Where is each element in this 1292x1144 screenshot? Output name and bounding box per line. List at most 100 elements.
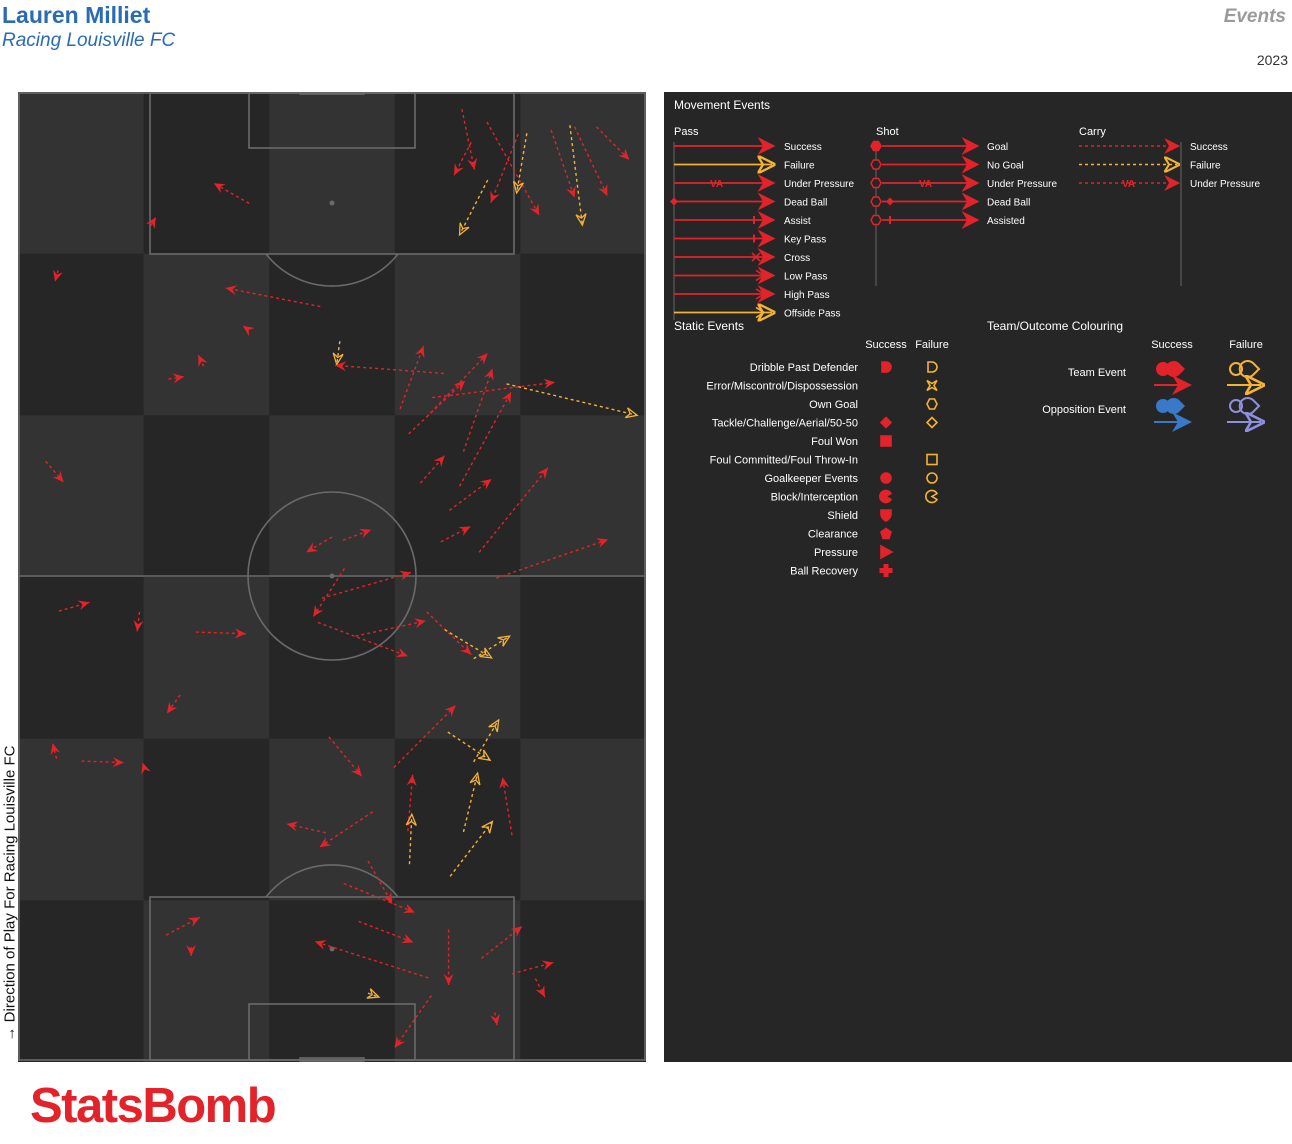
pass-legend-label: Key Pass xyxy=(784,235,826,246)
carry-event-success xyxy=(58,600,90,612)
arrow-head-icon xyxy=(443,974,454,986)
pass-legend-row: Success xyxy=(674,137,822,155)
pass-line xyxy=(408,814,413,865)
arrow-head-icon xyxy=(141,762,151,775)
pass-event-success xyxy=(358,920,414,944)
svg-text:VA: VA xyxy=(919,179,932,190)
pass-legend-label: Failure xyxy=(784,161,815,172)
shot-legend-label: Goal xyxy=(987,142,1008,153)
pass-event-success xyxy=(319,811,374,848)
pitch-zone xyxy=(394,900,521,1062)
arrow-head-icon xyxy=(541,960,554,971)
static-legend-row: Block/Interception xyxy=(771,489,939,504)
pass-line xyxy=(595,126,630,161)
statsbomb-logo: StatsBomb xyxy=(30,1079,277,1133)
pass-event-success xyxy=(419,455,446,484)
hexagon-icon xyxy=(870,177,882,189)
pass-event-success xyxy=(511,960,554,975)
pass-event-success xyxy=(499,777,513,836)
pass-event-failure xyxy=(473,635,511,660)
carry-event-success xyxy=(133,611,144,632)
carry-event-success xyxy=(168,373,185,384)
carry-line xyxy=(213,182,250,205)
hexagon-icon xyxy=(870,159,882,170)
pass-event-success xyxy=(486,121,540,216)
carry-event-success xyxy=(81,757,124,768)
pass-event-success xyxy=(496,538,609,579)
bottom-penalty-arc xyxy=(265,864,399,898)
team-event-label: Team Event xyxy=(1068,367,1126,379)
carry-event-success xyxy=(195,628,246,639)
team-failure-swatch xyxy=(1227,360,1261,385)
hexagon-icon xyxy=(870,214,882,226)
square-icon xyxy=(880,435,892,447)
pitch-chart xyxy=(18,92,646,1062)
pass-event-success xyxy=(355,618,427,637)
arrow-head-icon xyxy=(510,926,523,937)
centre-spot xyxy=(329,573,335,579)
pass-legend-label: Success xyxy=(784,142,822,153)
pass-event-failure xyxy=(506,383,639,419)
pass-legend-row: Low Pass xyxy=(674,266,827,285)
pass-event-failure xyxy=(473,718,500,763)
pass-event-success xyxy=(321,570,412,599)
pass-event-success xyxy=(478,467,549,553)
pass-event-success xyxy=(573,126,609,197)
pass-line xyxy=(432,381,556,399)
pitch-zone xyxy=(394,415,521,578)
hexagon-icon xyxy=(926,398,938,410)
shot-legend-label: Dead Ball xyxy=(987,198,1030,209)
carry-line xyxy=(45,460,65,483)
carry-legend-row: VA Under Pressure xyxy=(1079,175,1260,191)
static-legend-row: Clearance xyxy=(808,527,892,541)
arrow-head-icon xyxy=(479,647,493,659)
pass-line xyxy=(314,940,429,979)
pass-legend-row: Key Pass xyxy=(674,229,826,248)
pitch-zone xyxy=(143,92,270,255)
arrow-head-icon xyxy=(52,470,64,483)
pass-event-success xyxy=(490,1012,501,1026)
pitch-zone xyxy=(143,415,270,578)
legend-rows: Success Failure VA Under Pressure Dead Ball A… xyxy=(670,137,1260,320)
pass-event-failure xyxy=(405,812,417,865)
opposition-event-label: Opposition Event xyxy=(1042,404,1126,416)
arrow-head-icon xyxy=(359,528,372,539)
static-legend-row: Ball Recovery xyxy=(790,564,893,578)
static-legend-row: Pressure xyxy=(814,544,894,560)
arrow-head-icon xyxy=(313,604,324,617)
arrow-head-icon xyxy=(476,353,488,365)
bottom-penalty-spot xyxy=(329,946,335,952)
pass-legend-label: Under Pressure xyxy=(784,179,854,190)
arrow-head-icon xyxy=(453,380,466,392)
diamond-icon xyxy=(925,416,939,429)
pass-event-success xyxy=(225,285,321,308)
pass-event-success xyxy=(490,133,519,203)
pass-line xyxy=(336,341,341,365)
static-legend-label: Ball Recovery xyxy=(790,566,858,578)
arrow-head-icon xyxy=(624,407,639,419)
pass-line xyxy=(367,860,393,905)
arrow-head-icon xyxy=(499,777,510,789)
centre-circle xyxy=(247,491,417,661)
star-icon xyxy=(926,379,938,392)
arrow-head-icon xyxy=(444,705,456,717)
arrow-head-icon xyxy=(306,542,319,553)
pass-legend-label: High Pass xyxy=(784,290,830,301)
pass-line xyxy=(335,364,444,375)
arrow-head-icon xyxy=(50,743,61,756)
static-legend-row: Foul Won xyxy=(811,435,892,448)
pass-line xyxy=(506,383,638,417)
events-layer xyxy=(45,108,639,1049)
direction-of-play-label: → Direction of Play For Racing Louisvill… xyxy=(1,745,19,1042)
arrow-head-icon xyxy=(53,269,63,282)
static-success-header: Success xyxy=(865,339,907,351)
static-legend-label: Foul Won xyxy=(811,436,858,448)
pass-legend-label: Offside Pass xyxy=(784,309,841,320)
hexagon-icon xyxy=(870,196,882,207)
circle-icon xyxy=(926,472,938,484)
diamond-icon xyxy=(879,416,893,429)
section-label: Events xyxy=(1223,6,1286,27)
arrow-head-icon xyxy=(198,354,208,367)
pass-event-failure xyxy=(449,820,494,877)
circle-icon xyxy=(880,472,892,484)
